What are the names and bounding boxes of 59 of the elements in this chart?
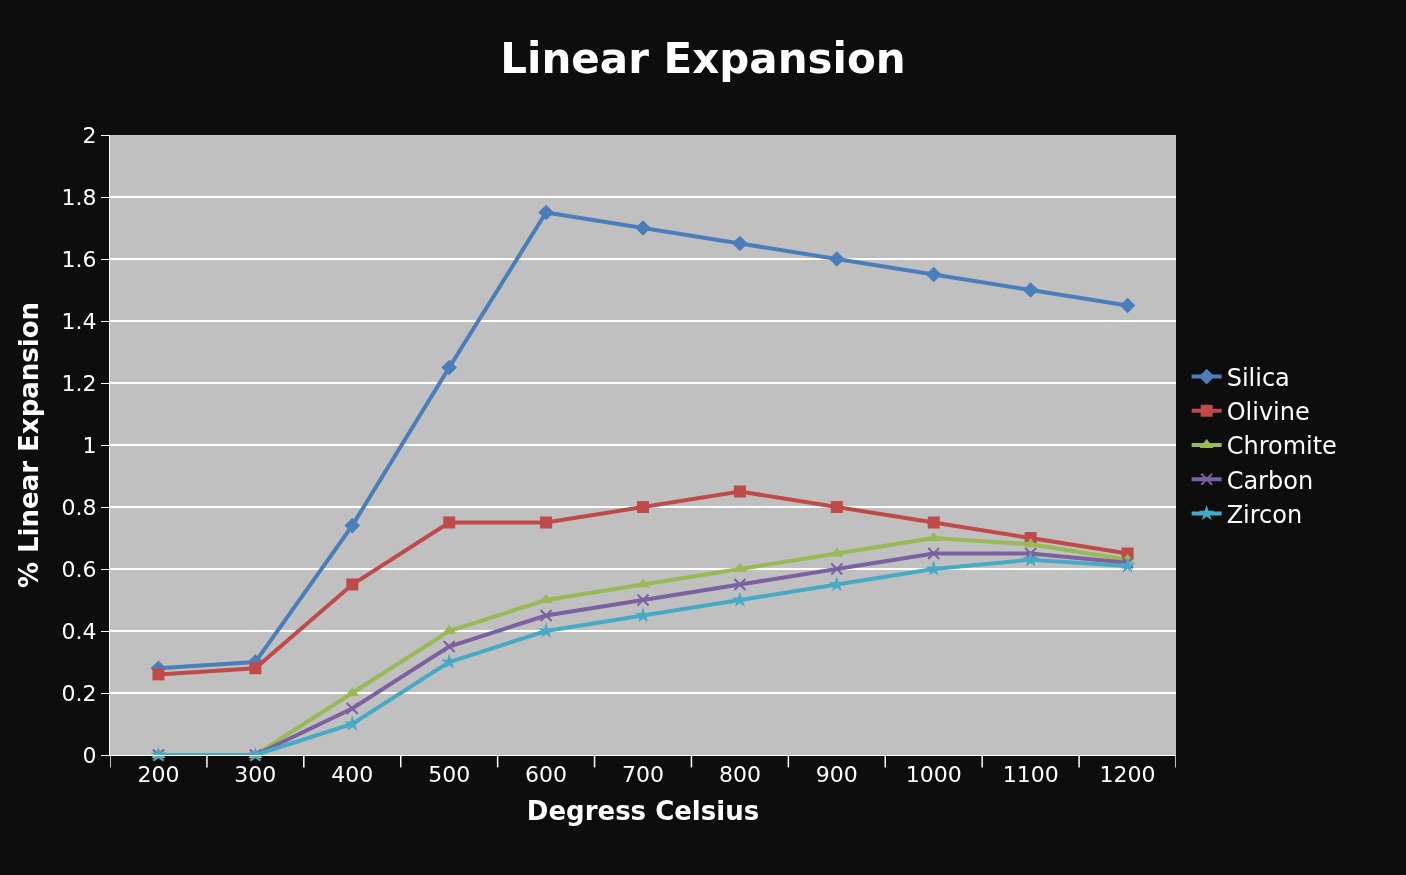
point <box>249 662 262 675</box>
point <box>346 578 359 591</box>
y-tick-label: 2 <box>82 122 97 148</box>
legend-label: Silica <box>1226 363 1290 392</box>
x-tick-label: 300 <box>234 762 277 788</box>
x-tick-label: 700 <box>622 762 664 788</box>
chart-title: Linear Expansion <box>500 34 906 84</box>
point <box>538 204 554 221</box>
point <box>733 578 747 591</box>
y-axis-title: % Linear Expansion <box>14 301 44 589</box>
x-tick-label: 200 <box>137 762 180 788</box>
legend-label: Olivine <box>1226 398 1310 427</box>
y-tick-label: 1.6 <box>61 246 97 272</box>
x-tick-label: 600 <box>525 762 568 788</box>
point <box>830 562 844 576</box>
point <box>925 560 942 576</box>
x-tick-label: 400 <box>331 762 374 788</box>
y-tick-label: 0.2 <box>61 680 97 706</box>
point <box>344 517 361 534</box>
legend-label: Carbon <box>1226 466 1314 495</box>
point <box>636 593 650 607</box>
x-tick-label: 500 <box>428 762 471 788</box>
point <box>1022 551 1039 567</box>
legend-label: Chromite <box>1226 432 1337 461</box>
point <box>345 702 359 715</box>
y-tick-label: 0.8 <box>61 494 97 520</box>
point <box>441 359 457 376</box>
point <box>925 266 942 283</box>
point <box>1022 282 1039 298</box>
point <box>733 485 746 498</box>
y-tick-label: 1.8 <box>61 184 97 210</box>
point <box>344 715 361 731</box>
x-tick-label: 1000 <box>905 762 962 788</box>
x-axis-title: Degress Celsius <box>526 796 760 827</box>
y-tick-label: 1.2 <box>61 370 97 396</box>
point <box>927 547 941 560</box>
y-tick-label: 0 <box>82 742 97 768</box>
y-tick-label: 1.4 <box>61 308 97 334</box>
point <box>636 578 650 588</box>
y-tick-label: 0.4 <box>61 618 97 644</box>
point <box>927 516 940 529</box>
point <box>635 220 651 236</box>
x-tick-label: 800 <box>718 762 761 788</box>
point <box>1119 297 1136 314</box>
y-tick-label: 1 <box>82 432 97 458</box>
point <box>829 251 845 267</box>
x-tick-label: 1100 <box>1002 762 1059 788</box>
point <box>443 516 456 529</box>
point <box>830 501 843 513</box>
x-tick-label: 1200 <box>1099 762 1156 788</box>
point <box>442 640 456 653</box>
point <box>152 668 165 681</box>
point <box>540 516 553 529</box>
point <box>637 501 649 513</box>
point <box>732 235 748 252</box>
legend-label: Zircon <box>1226 500 1303 529</box>
y-tick-label: 0.6 <box>61 556 97 582</box>
point <box>539 609 553 622</box>
x-tick-label: 900 <box>815 762 858 788</box>
